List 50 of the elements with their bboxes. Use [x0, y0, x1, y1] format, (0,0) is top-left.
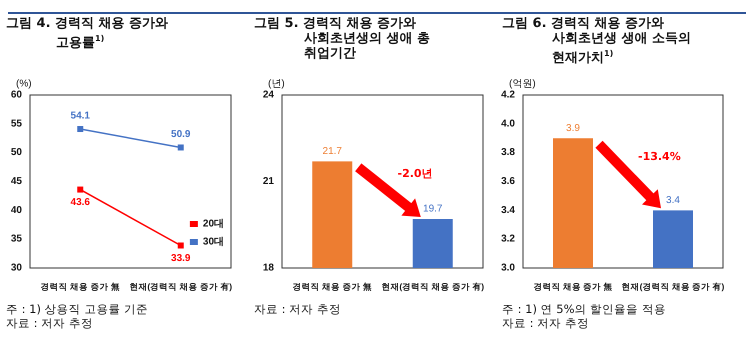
y-tick-label: 3.0 [501, 262, 516, 274]
data-label: 33.9 [171, 253, 191, 264]
y-tick-label: 4.2 [501, 90, 516, 100]
chart-title: 그림 6. 경력직 채용 증가와 사회초년생 생애 소득의 현재가치$^{1)}$ [502, 16, 692, 66]
annotation: -2.0년 [398, 166, 433, 182]
point [178, 144, 184, 150]
data-label: 50.9 [171, 128, 191, 140]
legend-label: 20대 [202, 218, 224, 230]
point [77, 126, 84, 132]
data-label: 43.6 [70, 197, 90, 208]
y-axis-title: (억원) [509, 78, 536, 90]
data-label: 54.1 [70, 110, 90, 122]
y-axis-title: (%) [16, 78, 32, 90]
y-axis-title: (년) [268, 78, 285, 90]
point [77, 186, 84, 193]
annotation: -13.4% [638, 150, 681, 164]
text: 자료 : 저자 추정 [502, 316, 590, 330]
text: 자료 : 저자 추정 [6, 316, 94, 330]
y-tick-label: 3.8 [501, 147, 516, 158]
x-tick-label: 경력직 채용 증가 無 [292, 282, 372, 292]
text: 주 : 1) 상용직 고용률 기준 [6, 302, 148, 316]
y-tick-label: 3.6 [501, 176, 516, 187]
x-tick-label: 경력직 채용 증가 無 [533, 282, 613, 292]
y-tick-label: 4.0 [501, 118, 516, 130]
y-tick-label: 35 [10, 234, 22, 245]
text: 자료 : 저자 추정 [254, 302, 341, 316]
chart-title: 그림 5. 경력직 채용 증가와 사회초년생의 생애 총 취업기간 [254, 16, 432, 61]
y-tick-label: 40 [10, 204, 22, 216]
data-label: 3.9 [566, 122, 580, 134]
y-tick-label: 3.2 [501, 234, 516, 245]
y-tick-label: 21 [262, 176, 274, 187]
y-tick-label: 45 [10, 176, 22, 187]
point [178, 242, 184, 249]
legend-label: 30대 [202, 236, 224, 248]
data-label: 19.7 [423, 203, 443, 214]
y-tick-label: 24 [262, 90, 274, 100]
x-tick-label: 현재(경력직 채용 증가 有) [129, 282, 232, 292]
y-tick-label: 55 [10, 118, 22, 130]
y-tick-label: 18 [262, 262, 274, 274]
text: 주 : 1) 연 5%의 할인율을 적용 [502, 302, 666, 316]
chart-title: 그림 4. 경력직 채용 증가와 고용률$^{1)}$ [6, 16, 170, 50]
y-tick-label: 60 [10, 90, 22, 100]
data-label: 21.7 [322, 146, 342, 157]
data-label: 3.4 [666, 194, 680, 206]
y-tick-label: 3.4 [501, 204, 516, 216]
x-tick-label: 경력직 채용 증가 無 [40, 282, 120, 292]
y-tick-label: 50 [10, 147, 22, 158]
y-tick-label: 30 [10, 262, 22, 274]
x-tick-label: 현재(경력직 채용 증가 有) [622, 282, 725, 292]
x-tick-label: 현재(경력직 채용 증가 有) [381, 282, 484, 292]
